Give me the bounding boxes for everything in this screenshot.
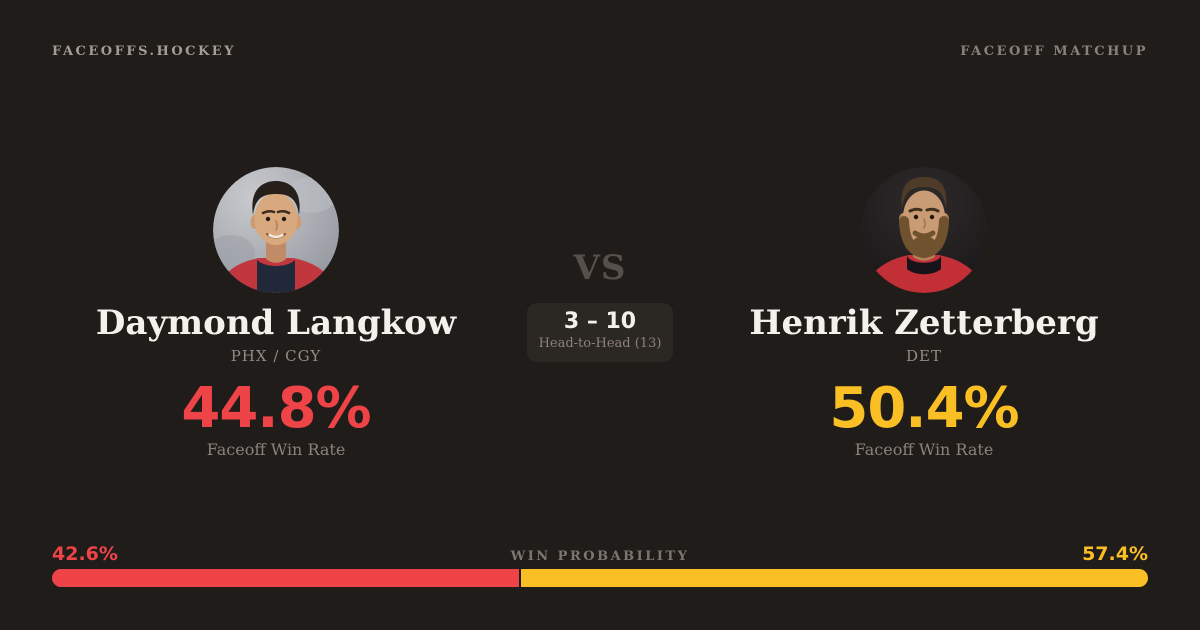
player-right-win-rate: 50.4% — [829, 376, 1019, 441]
vs-label: VS — [573, 248, 627, 288]
langkow-headshot-illustration — [213, 167, 339, 293]
site-brand: FACEOFFS.HOCKEY — [52, 44, 236, 59]
header: FACEOFFS.HOCKEY FACEOFF MATCHUP — [52, 44, 1148, 59]
card-type-label: FACEOFF MATCHUP — [960, 44, 1148, 59]
player-right-name: Henrik Zetterberg — [749, 303, 1099, 343]
head-to-head-label: Head-to-Head (13) — [538, 336, 662, 351]
player-left-win-rate: 44.8% — [181, 376, 371, 441]
win-probability-right-value: 57.4% — [1082, 543, 1148, 565]
player-left-photo — [213, 167, 339, 293]
head-to-head-box: 3 – 10 Head-to-Head (13) — [527, 303, 673, 362]
player-left-team: PHX / CGY — [230, 347, 322, 365]
head-to-head-score: 3 – 10 — [563, 309, 637, 334]
win-probability-left-segment — [52, 569, 519, 587]
win-probability-left-value: 42.6% — [52, 543, 118, 565]
zetterberg-headshot-illustration — [861, 167, 987, 293]
player-right-photo — [861, 167, 987, 293]
player-right-team: DET — [906, 347, 942, 365]
player-left-column: Daymond Langkow PHX / CGY 44.8% Faceoff … — [52, 167, 500, 458]
win-probability-labels: 42.6% WIN PROBABILITY 57.4% — [52, 543, 1148, 565]
player-left-name: Daymond Langkow — [95, 303, 457, 343]
win-probability-title: WIN PROBABILITY — [510, 549, 690, 564]
player-right-win-rate-label: Faceoff Win Rate — [854, 440, 994, 459]
win-probability-bar — [52, 569, 1148, 587]
win-probability-right-segment — [520, 569, 1148, 587]
player-left-win-rate-label: Faceoff Win Rate — [206, 440, 346, 459]
player-right-column: Henrik Zetterberg DET 50.4% Faceoff Win … — [700, 167, 1148, 458]
